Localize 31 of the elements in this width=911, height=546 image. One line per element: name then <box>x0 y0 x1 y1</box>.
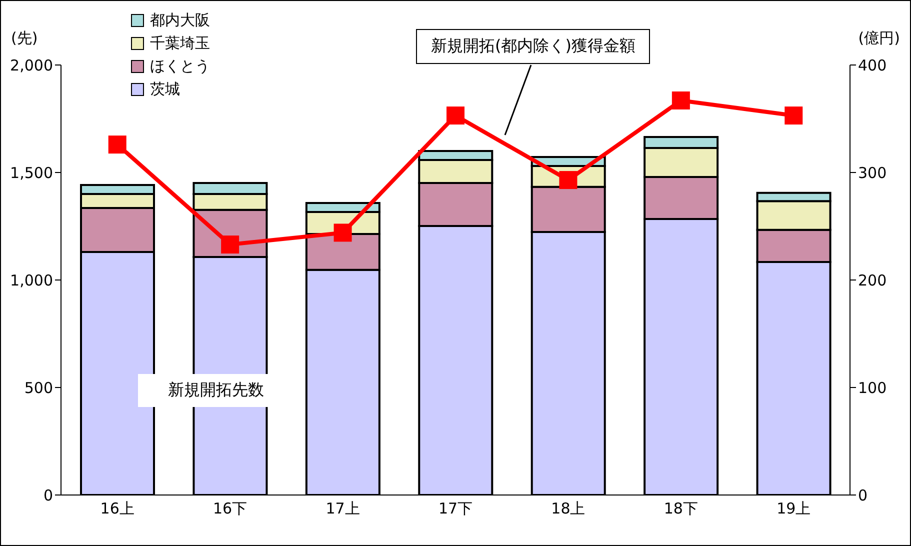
y-tick-label: 1,000 <box>10 271 53 290</box>
x-tick-label: 19上 <box>776 500 811 518</box>
x-tick-label: 18下 <box>664 500 698 518</box>
y-tick-label: 0 <box>43 486 53 504</box>
point <box>334 224 352 242</box>
y-tick-label: 2,000 <box>10 56 53 74</box>
x-tick-label: 18上 <box>551 500 586 518</box>
x-tick-label: 16下 <box>213 500 248 518</box>
x-tick-label: 17上 <box>326 500 360 518</box>
legend-label: 都内大阪 <box>150 10 210 31</box>
x-tick-label: 17下 <box>438 500 473 518</box>
y2-axis-title: (億円) <box>858 29 900 48</box>
point <box>221 236 240 254</box>
legend-label: 千葉埼玉 <box>150 33 210 54</box>
y2-tick-label: 200 <box>858 271 887 290</box>
y2-tick-label: 300 <box>858 164 887 182</box>
point <box>446 106 464 125</box>
point <box>784 106 803 125</box>
text: 新規開拓(都内除く)獲得金額 <box>416 29 650 64</box>
y2-tick-label: 0 <box>858 486 868 504</box>
point <box>108 136 126 154</box>
y-axis-title: (先) <box>11 29 38 48</box>
point <box>672 91 690 110</box>
y2-tick-label: 100 <box>858 378 887 397</box>
y-tick-label: 500 <box>24 378 53 397</box>
legend-label: ほくとう <box>150 56 210 77</box>
y-tick-label: 1,500 <box>10 164 53 182</box>
y2-tick-label: 400 <box>858 56 887 74</box>
point <box>559 171 578 190</box>
legend-label: 茨城 <box>150 79 180 100</box>
x-tick-label: 16上 <box>100 500 134 518</box>
